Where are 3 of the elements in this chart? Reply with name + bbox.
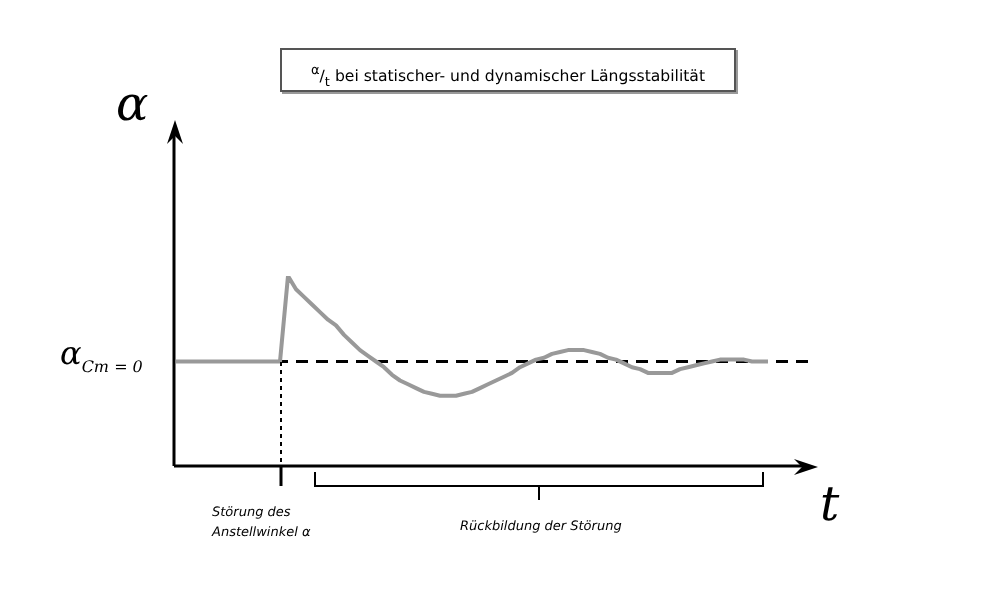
text: α$_{Cm = 0}$ — [60, 333, 143, 376]
y-axis-title: α — [116, 76, 149, 132]
x-axis-title: t — [820, 476, 840, 532]
